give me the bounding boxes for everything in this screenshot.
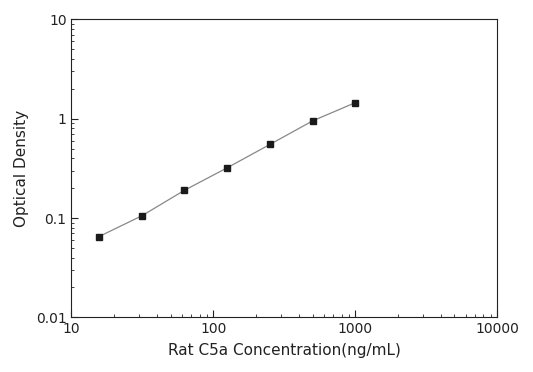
Y-axis label: Optical Density: Optical Density [14, 110, 29, 227]
X-axis label: Rat C5a Concentration(ng/mL): Rat C5a Concentration(ng/mL) [168, 343, 401, 358]
